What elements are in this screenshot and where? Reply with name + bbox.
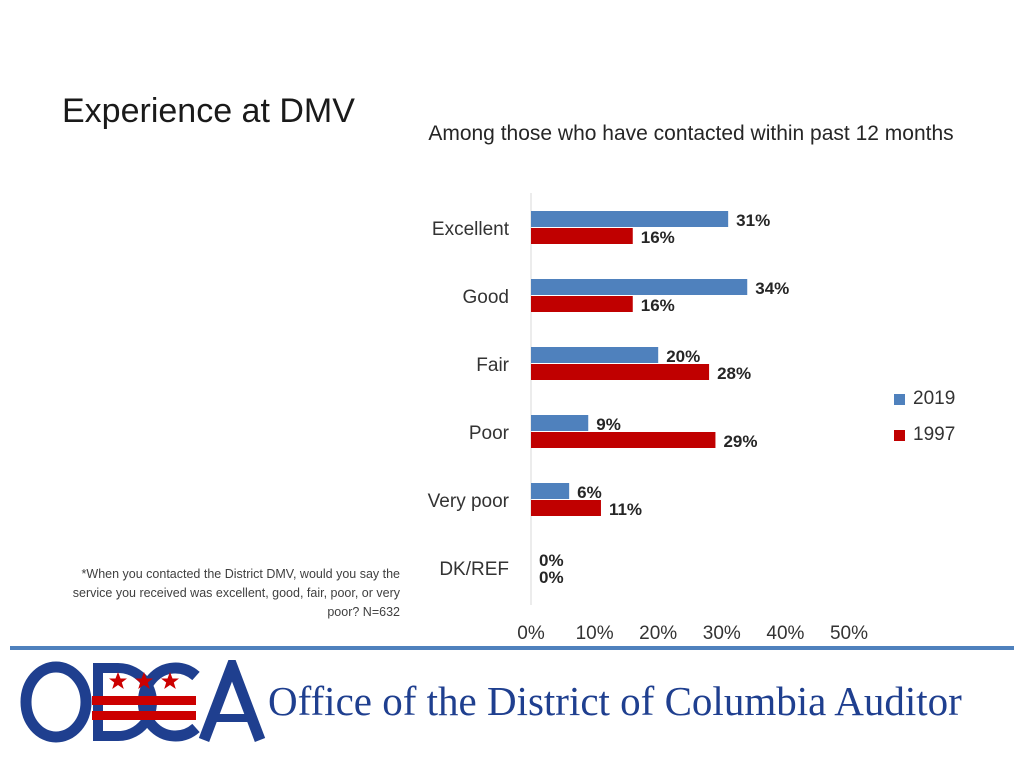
bar-1997-poor: [531, 432, 716, 448]
legend-label-1997: 1997: [913, 424, 956, 445]
chart-title: Among those who have contacted within pa…: [428, 122, 954, 145]
bar-2019-fair: [531, 347, 659, 363]
data-label-1997-good: 16%: [641, 296, 675, 315]
data-label-2019-excellent: 31%: [736, 211, 770, 230]
footer-rule: [10, 646, 1014, 650]
legend-swatch-1997: [894, 429, 905, 441]
slide-title: Experience at DMV: [62, 92, 355, 130]
bar-1997-excellent: [531, 228, 633, 244]
bar-1997-very-poor: [531, 500, 601, 516]
data-label-1997-fair: 28%: [717, 364, 751, 383]
data-label-2019-dk-ref: 0%: [539, 551, 564, 570]
x-tick-label: 20%: [639, 623, 677, 644]
x-tick-label: 10%: [576, 623, 614, 644]
x-tick-label: 0%: [517, 623, 545, 644]
x-tick-label: 30%: [703, 623, 741, 644]
data-label-1997-poor: 29%: [723, 432, 757, 451]
x-tick-label: 40%: [766, 623, 804, 644]
legend-swatch-2019: [894, 393, 905, 405]
x-tick-label: 50%: [830, 623, 868, 644]
bar-2019-good: [531, 279, 748, 295]
data-label-1997-excellent: 16%: [641, 228, 675, 247]
odca-logo-icon: [20, 660, 266, 743]
category-label-poor: Poor: [469, 423, 510, 444]
category-label-dk-ref: DK/REF: [439, 559, 509, 580]
survey-footnote: *When you contacted the District DMV, wo…: [72, 567, 400, 619]
bar-chart: Excellent 31% 16% Good 34% 16% Fair 20% 28% Poor 9…: [428, 193, 868, 644]
category-label-fair: Fair: [476, 355, 509, 376]
legend-item-1997: 1997: [894, 422, 955, 448]
category-label-good: Good: [463, 287, 509, 308]
bar-1997-good: [531, 296, 633, 312]
bar-2019-excellent: [531, 211, 729, 227]
data-label-2019-poor: 9%: [596, 415, 621, 434]
legend-label-2019: 2019: [913, 388, 956, 409]
data-label-2019-very-poor: 6%: [577, 483, 602, 502]
category-label-very-poor: Very poor: [428, 491, 510, 512]
org-name: Office of the District of Columbia Audit…: [268, 678, 962, 724]
chart-legend: 2019 1997: [894, 386, 955, 458]
data-label-2019-fair: 20%: [666, 347, 700, 366]
bar-2019-poor: [531, 415, 589, 431]
bar-2019-very-poor: [531, 483, 570, 499]
legend-item-2019: 2019: [894, 386, 955, 412]
bar-1997-fair: [531, 364, 710, 380]
data-label-1997-very-poor: 11%: [609, 500, 642, 519]
data-label-2019-good: 34%: [755, 279, 789, 298]
data-label-1997-dk-ref: 0%: [539, 568, 564, 587]
category-label-excellent: Excellent: [432, 219, 510, 240]
